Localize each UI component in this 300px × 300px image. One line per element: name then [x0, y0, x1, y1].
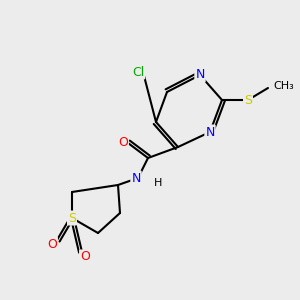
Text: Cl: Cl	[132, 65, 144, 79]
Text: CH₃: CH₃	[273, 81, 294, 91]
Text: N: N	[195, 68, 205, 82]
Text: O: O	[118, 136, 128, 149]
Text: O: O	[47, 238, 57, 250]
Text: S: S	[244, 94, 252, 106]
Text: N: N	[131, 172, 141, 184]
Text: N: N	[205, 125, 215, 139]
Text: H: H	[154, 178, 162, 188]
Text: S: S	[68, 212, 76, 224]
Text: O: O	[80, 250, 90, 263]
